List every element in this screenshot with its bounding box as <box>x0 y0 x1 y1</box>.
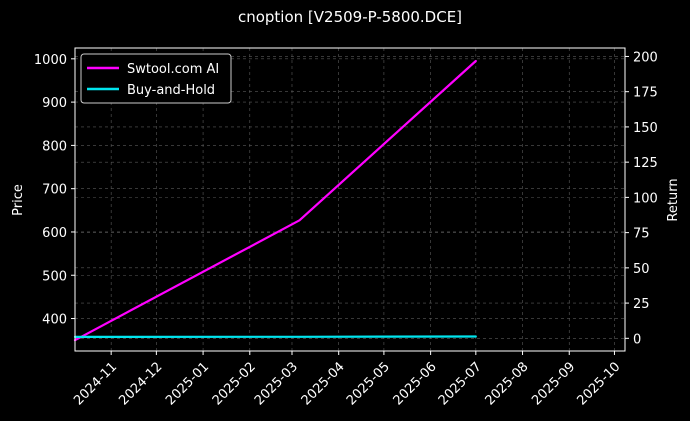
y2-axis-label: Return <box>666 178 681 221</box>
series-line-swtool <box>73 59 477 342</box>
y2-tick-label: 100 <box>633 191 658 206</box>
y2-tick-label: 125 <box>633 156 658 171</box>
x-tick-label: 2024-11 <box>71 359 120 408</box>
x-tick-label: 2025-05 <box>344 359 393 408</box>
x-tick-label: 2024-12 <box>116 359 165 408</box>
y-tick-label: 900 <box>42 96 67 111</box>
x-tick-label: 2025-06 <box>391 359 440 408</box>
x-tick-label: 2025-09 <box>529 359 578 408</box>
chart-title: cnoption [V2509-P-5800.DCE] <box>238 8 462 26</box>
y-tick-label: 700 <box>42 183 67 198</box>
y-tick-label: 500 <box>42 269 67 284</box>
x-tick-label: 2025-10 <box>574 359 623 408</box>
y-tick-label: 1000 <box>34 53 67 68</box>
y-tick-label: 600 <box>42 226 67 241</box>
x-tick-label: 2025-08 <box>483 359 532 408</box>
y2-tick-label: 50 <box>633 262 650 277</box>
y2-tick-label: 25 <box>633 297 650 312</box>
x-tick-label: 2025-07 <box>436 359 485 408</box>
axis-ticks: 2024-112024-122025-012025-022025-032025-… <box>34 50 658 408</box>
y2-tick-label: 175 <box>633 86 658 101</box>
x-tick-label: 2025-03 <box>252 359 301 408</box>
x-tick-label: 2025-02 <box>210 359 259 408</box>
legend-label-buy-and-hold: Buy-and-Hold <box>127 83 215 98</box>
x-tick-label: 2025-04 <box>299 359 348 408</box>
y2-tick-label: 0 <box>633 332 641 347</box>
legend: Swtool.com AI Buy-and-Hold <box>80 53 232 104</box>
legend-label-swtool: Swtool.com AI <box>127 62 219 77</box>
y-tick-label: 400 <box>42 313 67 328</box>
legend-box <box>80 53 232 104</box>
y-axis-label: Price <box>11 184 26 216</box>
y-tick-label: 800 <box>42 139 67 154</box>
x-tick-label: 2025-01 <box>163 359 212 408</box>
grid <box>75 48 625 351</box>
y2-tick-label: 75 <box>633 227 650 242</box>
plot-frame <box>74 47 626 352</box>
series-layer <box>73 59 477 342</box>
y2-tick-label: 150 <box>633 121 658 136</box>
y2-tick-label: 200 <box>633 50 658 65</box>
